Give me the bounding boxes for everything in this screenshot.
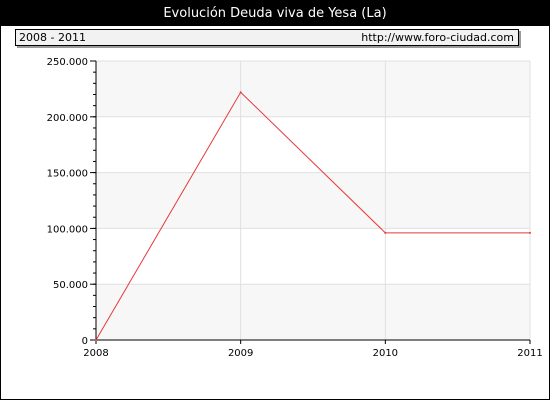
x-tick-label: 2008 xyxy=(83,348,108,359)
y-tick-label: 250.000 xyxy=(47,57,88,68)
data-point xyxy=(239,91,242,94)
plot-band xyxy=(96,116,530,173)
info-bar: 2008 - 2011 http://www.foro-ciudad.com xyxy=(15,29,519,46)
y-tick-label: 200.000 xyxy=(47,113,88,124)
plot-background xyxy=(96,61,530,340)
series-line xyxy=(95,91,530,341)
chart-title: Evolución Deuda viva de Yesa (La) xyxy=(1,1,549,26)
axis-ticks xyxy=(90,60,531,344)
data-point xyxy=(384,231,387,234)
plot-band xyxy=(96,228,530,285)
y-tick-label: 100.000 xyxy=(47,224,88,235)
data-point xyxy=(95,339,97,341)
plot-band xyxy=(96,172,530,229)
period-label: 2008 - 2011 xyxy=(19,31,86,44)
x-tick-label: 2009 xyxy=(228,348,253,359)
y-tick-label: 150.000 xyxy=(47,169,88,180)
plot-band xyxy=(96,284,530,340)
site-link[interactable]: http://www.foro-ciudad.com xyxy=(361,31,514,44)
axes xyxy=(95,61,530,341)
x-tick-label: 2011 xyxy=(517,348,542,359)
grid-lines xyxy=(96,60,531,340)
y-tick-label: 50.000 xyxy=(53,280,88,291)
y-tick-label: 0 xyxy=(82,336,88,347)
tick-labels: 0 50.000 100.000 150.000 200.000 250.000 2008 2… xyxy=(47,57,543,359)
plot-band xyxy=(96,61,530,117)
data-point xyxy=(529,231,531,234)
series xyxy=(95,91,531,341)
x-tick-label: 2010 xyxy=(373,348,398,359)
